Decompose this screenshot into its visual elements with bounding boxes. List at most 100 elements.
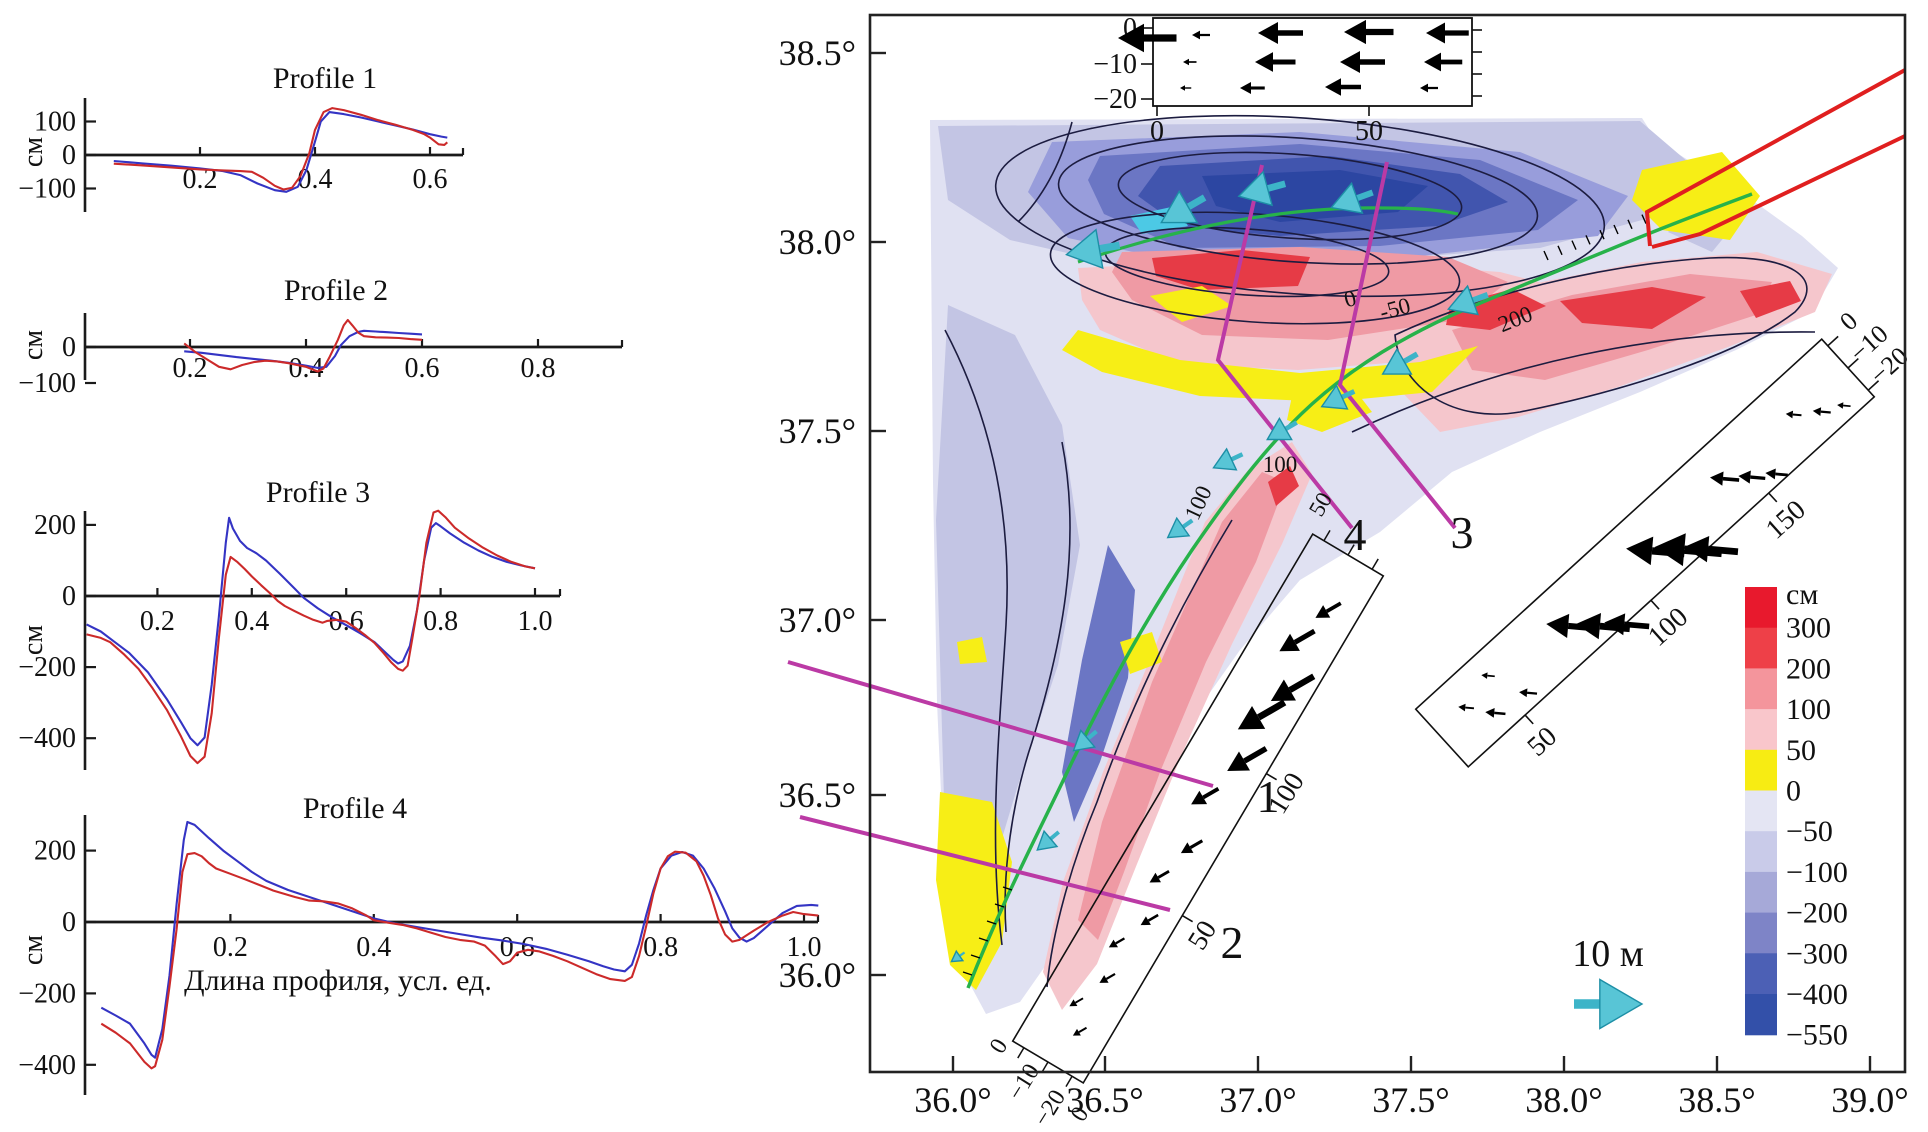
end-cap-tick-label: −20 <box>1029 1085 1071 1131</box>
contour-value-label: 100 <box>1263 452 1298 477</box>
vector-arrow-icon <box>1240 81 1251 95</box>
fault-hatch-marks <box>962 214 1647 976</box>
displacement-arrow-icon <box>1381 347 1413 375</box>
contour-lines <box>944 114 1816 988</box>
color-region <box>936 305 1080 945</box>
colorbar-tick-label: −400 <box>1786 978 1848 1011</box>
vector-arrow-icon <box>1485 707 1495 718</box>
profile-4-title: Profile 4 <box>303 792 407 825</box>
hatch-tick <box>1641 214 1647 224</box>
vector-arrow-icon <box>1424 52 1441 72</box>
lon-tick-label: 36.0° <box>914 1080 991 1120</box>
series-line-blue <box>86 516 536 747</box>
displacement-arrow-icon <box>1072 729 1097 752</box>
distance-tick-label: 100 <box>1642 602 1694 653</box>
x-tick-label: 0.2 <box>213 932 248 963</box>
series-line-red <box>86 509 536 765</box>
transect-line-sw-lower <box>799 815 1171 912</box>
colorbar-segment <box>1745 627 1777 669</box>
x-tick-label: 0.8 <box>423 606 458 637</box>
profile-number-1: 1 <box>1257 771 1280 822</box>
contour-line <box>994 114 1606 298</box>
vector-arrow-icon <box>1785 410 1794 419</box>
colorbar-tick-label: 200 <box>1786 652 1831 685</box>
vector-arrow-icon <box>1157 870 1170 879</box>
colorbar-segment <box>1745 831 1777 873</box>
vector-arrow-icon <box>1140 916 1151 926</box>
vector-arrow-icon <box>1191 790 1208 805</box>
hatch-tick <box>1571 240 1577 250</box>
distance-tick-label: 150 <box>1760 494 1812 545</box>
x-tick-label: 0.8 <box>521 353 556 384</box>
hatch-tick <box>962 971 973 976</box>
vector-arrow-icon <box>1237 705 1266 730</box>
hatch-tick <box>994 903 1005 908</box>
lat-tick-label: 37.5° <box>779 411 856 451</box>
colorbar-segment <box>1745 912 1777 954</box>
profile-2-title: Profile 2 <box>284 274 388 307</box>
x-tick-label: 0.2 <box>140 606 175 637</box>
displacement-arrow-icon <box>1096 241 1121 253</box>
distance-tick <box>1768 492 1778 503</box>
hatch-tick <box>1599 229 1605 240</box>
distance-tick-label: 50 <box>1522 721 1564 763</box>
vector-arrow-icon <box>1344 19 1366 45</box>
y-tick-label: −200 <box>18 652 76 683</box>
y-axis-unit-label: см <box>18 137 49 167</box>
displacement-arrow-icon <box>1330 181 1364 214</box>
series-line-blue <box>184 329 423 369</box>
vector-arrow-icon <box>1202 786 1220 800</box>
vector-arrow-icon <box>1575 612 1602 640</box>
vector-profile-box-sw-outline <box>1011 533 1385 1084</box>
color-region <box>1120 632 1162 674</box>
profile-1-title: Profile 1 <box>273 62 377 95</box>
colorbar-tick-label: −550 <box>1786 1019 1848 1052</box>
color-region <box>1062 545 1135 822</box>
profile-2-chart: Profile 2см 0−100 0.2 0.4 0.6 0.8 <box>18 274 624 399</box>
vector-arrow-icon <box>1624 621 1650 630</box>
lat-tick-label: 36.5° <box>779 775 856 815</box>
contour-line <box>1046 519 1233 988</box>
end-cap-tick <box>1371 558 1379 570</box>
vector-arrow-icon <box>1812 407 1822 416</box>
colorbar-tick-label: −200 <box>1786 897 1848 930</box>
lon-tick-label: 37.5° <box>1372 1080 1449 1120</box>
hatch-tick <box>1627 219 1633 230</box>
displacement-arrow-icon <box>1184 194 1207 212</box>
color-region <box>1446 289 1546 330</box>
contour-line <box>1017 121 1073 223</box>
vector-arrow-icon <box>1843 404 1851 407</box>
vector-arrow-icon <box>1108 939 1118 948</box>
x-tick-label: 0.6 <box>405 353 440 384</box>
vector-inset-outline <box>1152 17 1473 107</box>
y-tick-label: −100 <box>18 368 76 399</box>
inset-x-tick-label: 50 <box>1355 116 1383 147</box>
colorbar-tick-label: −100 <box>1786 856 1848 889</box>
y-tick-label: 0 <box>62 140 76 171</box>
vector-arrow-icon <box>1099 975 1109 983</box>
series-line-red <box>100 850 819 1070</box>
displacement-arrow-icon <box>1036 829 1059 851</box>
vector-arrow-icon <box>1837 402 1844 409</box>
lat-tick-label: 38.5° <box>779 33 856 73</box>
vector-arrow-icon <box>1270 679 1296 702</box>
displacement-arrow-icon <box>1065 228 1104 270</box>
vector-arrow-icon <box>1458 703 1466 712</box>
inset-y-tick-label: −20 <box>1093 84 1137 115</box>
distance-tick <box>1650 599 1660 610</box>
distance-tick <box>1265 772 1278 781</box>
x-tick-label: 0.2 <box>173 353 208 384</box>
y-tick-label: 200 <box>34 836 76 867</box>
lon-tick-label: 39.0° <box>1831 1080 1908 1120</box>
vector-arrow-icon <box>1227 751 1250 771</box>
vector-profile-box-ne-outline <box>1414 338 1876 768</box>
hatch-tick <box>978 937 989 942</box>
vector-arrow-icon <box>1519 688 1528 698</box>
vector-arrow-icon <box>1118 23 1144 53</box>
end-cap-tick <box>1347 544 1355 556</box>
inset-y-tick-label: −10 <box>1093 49 1137 80</box>
vector-arrow-icon <box>1487 674 1495 678</box>
